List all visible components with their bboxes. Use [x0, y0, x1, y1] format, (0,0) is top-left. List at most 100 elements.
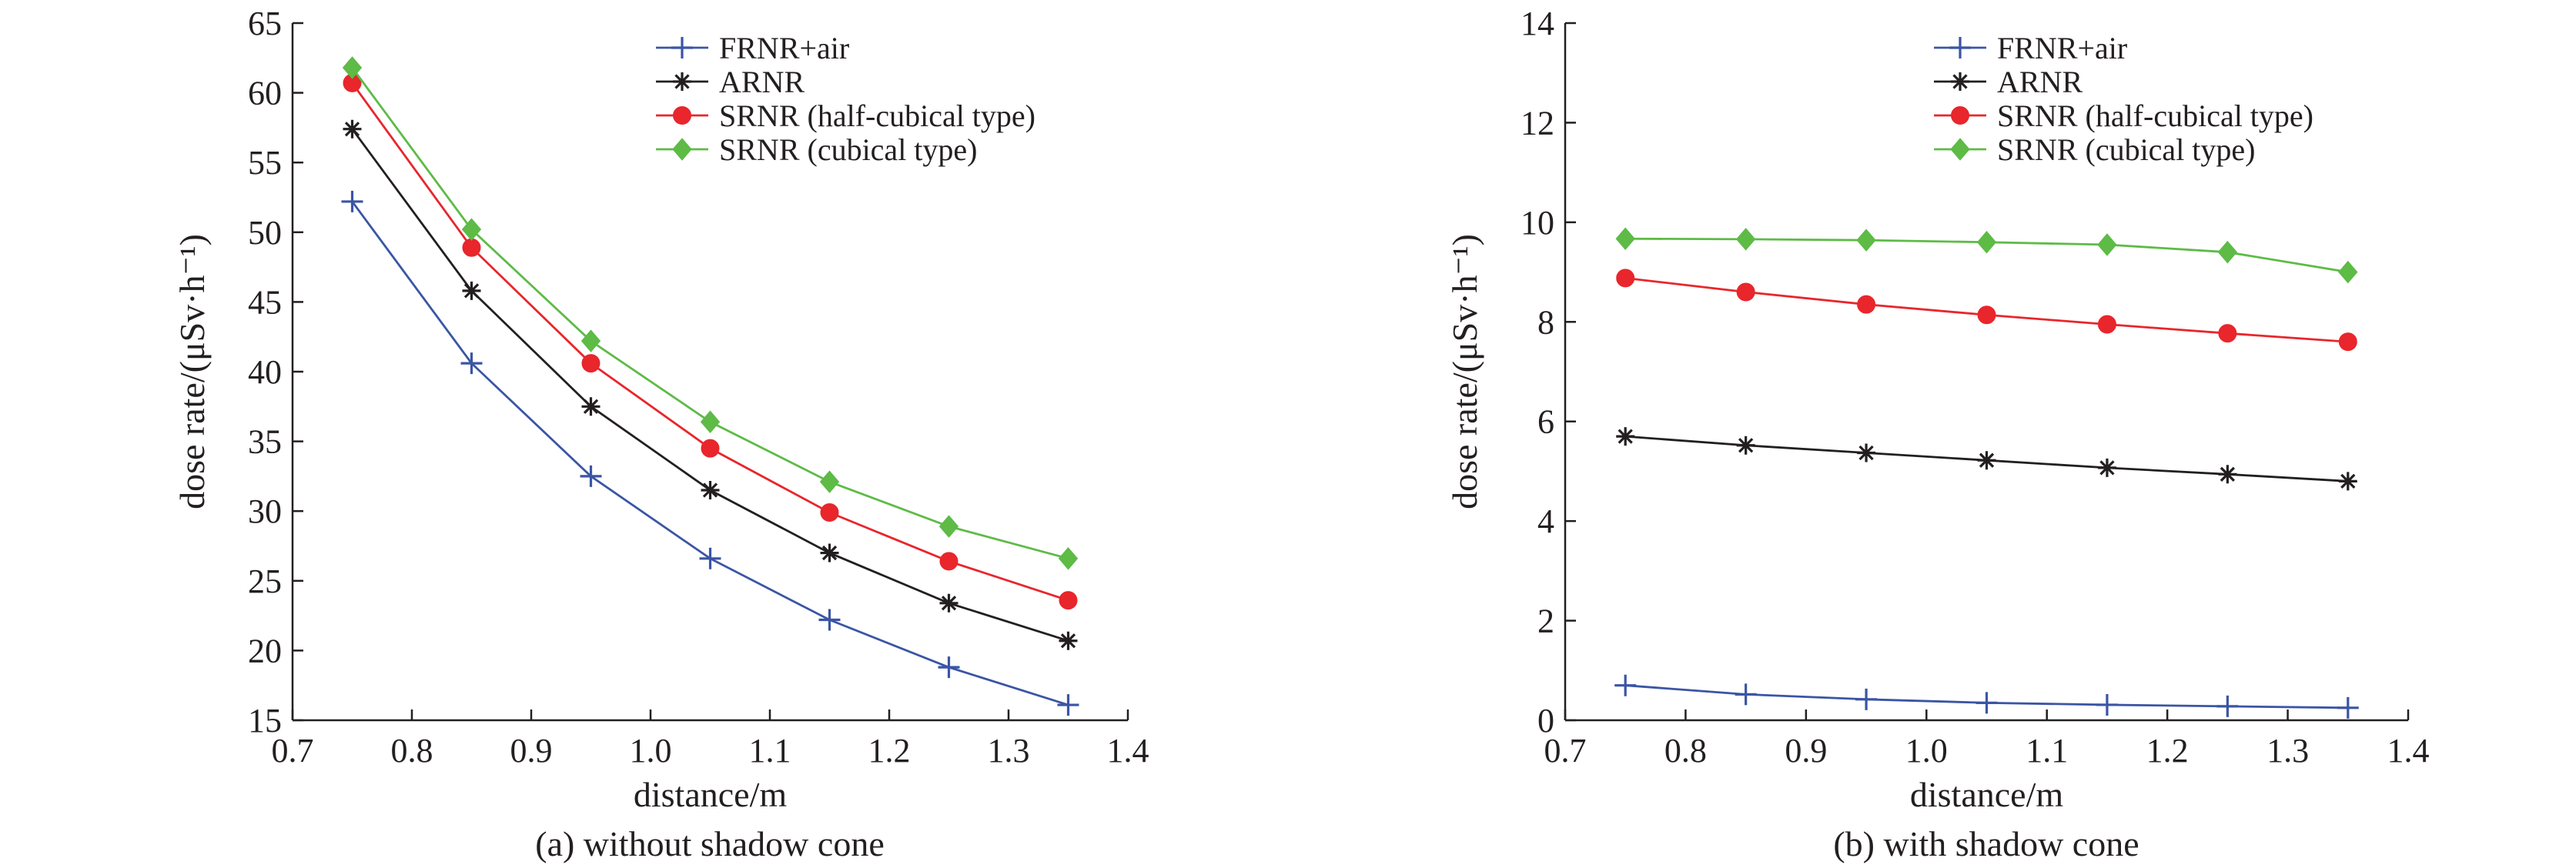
data-point	[701, 439, 720, 458]
data-point	[2097, 458, 2116, 477]
data-point	[1614, 674, 1637, 696]
data-point	[580, 465, 602, 487]
data-point	[939, 552, 958, 571]
legend-marker	[673, 72, 691, 91]
legend-marker	[1949, 37, 1971, 58]
data-point	[461, 218, 482, 241]
data-point	[462, 238, 481, 257]
data-point	[2218, 465, 2237, 484]
x-tick-label: 1.1	[749, 732, 791, 770]
series-circle	[1616, 269, 2357, 352]
legend-label: SRNR (cubical type)	[719, 132, 978, 167]
data-point	[2216, 695, 2239, 717]
y-tick-label: 12	[1521, 104, 1554, 142]
legend-label: SRNR (cubical type)	[1997, 132, 2256, 167]
series-plus	[341, 190, 1079, 716]
data-point	[2338, 472, 2357, 491]
data-point	[1975, 692, 1998, 714]
legend-marker	[673, 106, 691, 125]
y-tick-label: 55	[248, 144, 282, 182]
legend-label: FRNR+air	[1997, 31, 2127, 65]
chart-b: 0.7 0.8 0.9 1.0 1.1 1.2 1.3 1.4 0 2 4 6 8 10 12 14 dista…	[1445, 5, 2430, 863]
data-point	[1059, 631, 1078, 650]
legend-marker	[672, 138, 692, 161]
data-point	[701, 481, 720, 500]
x-tick-label: 0.9	[510, 732, 553, 770]
data-point	[1059, 591, 1078, 610]
x-tick-label: 1.2	[868, 732, 911, 770]
data-point	[1857, 443, 1876, 462]
data-point	[938, 656, 960, 679]
series-plus	[1614, 674, 2359, 719]
y-tick-label: 50	[248, 214, 282, 252]
data-point	[938, 515, 959, 538]
data-point	[700, 410, 721, 434]
y-tick-label: 30	[248, 492, 282, 530]
y-axis-title: dose rate/(μSv·h⁻¹)	[172, 234, 212, 509]
x-tick-label: 1.3	[988, 732, 1030, 770]
data-point	[581, 397, 601, 416]
data-point	[581, 354, 601, 373]
data-point	[2097, 315, 2116, 334]
data-point	[1735, 683, 1757, 706]
data-point	[2218, 324, 2237, 343]
data-point	[1616, 269, 1635, 288]
data-point	[1976, 230, 1997, 254]
x-tick-label: 0.8	[1664, 732, 1707, 770]
data-point	[1977, 305, 1996, 325]
data-point	[699, 547, 721, 569]
y-tick-label: 35	[248, 423, 282, 461]
data-point	[1058, 547, 1079, 570]
legend-label: SRNR (half-cubical type)	[719, 98, 1035, 133]
y-tick-label: 65	[248, 5, 282, 42]
data-point	[1857, 295, 1876, 314]
data-point	[1856, 229, 1876, 252]
legend-label: FRNR+air	[719, 31, 849, 65]
data-point	[1855, 688, 1878, 710]
data-point	[2337, 696, 2359, 719]
y-tick-label: 40	[248, 353, 282, 391]
data-point	[939, 593, 958, 613]
data-point	[2338, 332, 2357, 352]
data-point	[1735, 228, 1756, 251]
data-point	[2096, 693, 2118, 716]
data-point	[1616, 427, 1635, 446]
data-point	[462, 281, 481, 300]
y-tick-label: 2	[1537, 603, 1554, 640]
y-tick-label: 14	[1521, 5, 1554, 42]
data-point	[343, 119, 362, 139]
chart-a: 0.7 0.8 0.9 1.0 1.1 1.2 1.3 1.4 15 20 25 30 35 40 45 50…	[172, 5, 1149, 863]
legend-label: ARNR	[719, 65, 805, 99]
x-tick-label: 0.7	[1544, 732, 1587, 770]
data-point	[1977, 451, 1996, 470]
x-tick-label: 1.1	[2026, 732, 2068, 770]
y-tick-label: 10	[1521, 204, 1554, 242]
data-point	[580, 329, 601, 352]
data-point	[818, 609, 841, 631]
data-point	[342, 56, 363, 79]
series-asterisk	[1616, 427, 2357, 491]
series-circle	[343, 73, 1078, 610]
x-tick-label: 0.8	[391, 732, 433, 770]
x-tick-label: 1.4	[1107, 732, 1149, 770]
data-point	[1615, 227, 1635, 250]
data-point	[2217, 240, 2238, 264]
data-point	[2338, 260, 2358, 284]
series-diamond	[342, 56, 1079, 570]
legend-marker	[671, 37, 693, 58]
x-axis-title: distance/m	[1910, 775, 2063, 814]
y-tick-label: 6	[1537, 403, 1554, 441]
data-point	[1736, 282, 1755, 302]
data-point	[819, 470, 840, 493]
y-tick-label: 4	[1537, 502, 1554, 540]
x-tick-label: 1.3	[2267, 732, 2309, 770]
data-point	[460, 352, 483, 375]
y-tick-label: 20	[248, 632, 282, 669]
y-tick-label: 0	[1537, 702, 1554, 739]
data-point	[1736, 436, 1755, 455]
y-tick-label: 15	[248, 702, 282, 739]
data-point	[2097, 233, 2117, 256]
chart-caption: (b) with shadow cone	[1833, 824, 2139, 863]
